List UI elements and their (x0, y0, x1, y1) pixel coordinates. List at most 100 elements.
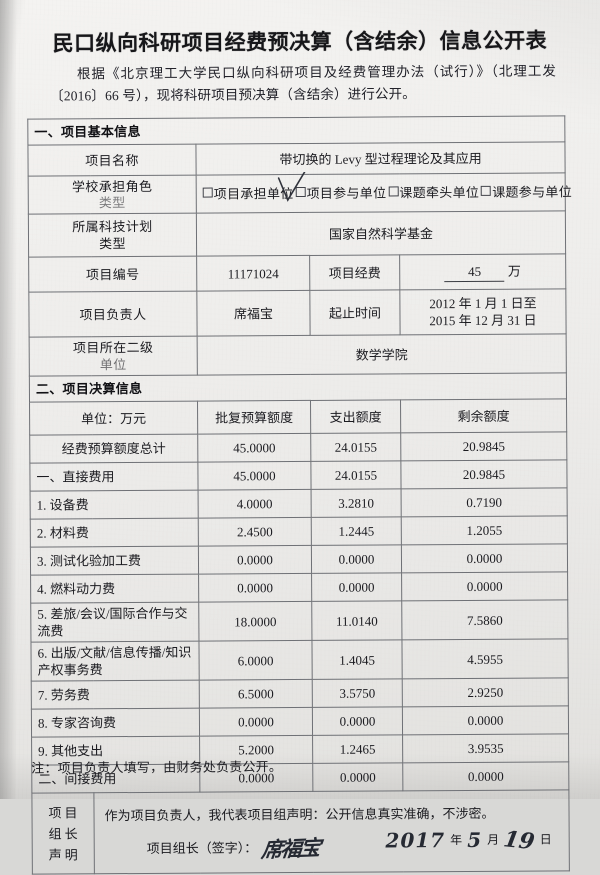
budget-row-approved: 45.0000 (197, 433, 311, 463)
project-name-label: 项目名称 (27, 144, 197, 177)
table-row: 7. 劳务费 6.5000 3.5750 2.9250 (31, 677, 569, 710)
declaration-label: 项目 组长 声明 (31, 792, 95, 875)
budget-row-label: 8. 专家咨询费 (31, 708, 200, 738)
budget-row-remaining: 20.9845 (400, 431, 567, 461)
leader-value: 席福宝 (196, 290, 311, 337)
footer-note: 注：项目负责人填写，由财务处负责公开。 (31, 759, 283, 776)
declaration-label-line3: 声明 (48, 846, 81, 863)
budget-row-spent: 0.0000 (311, 572, 402, 602)
budget-row-label: 4. 燃料动力费 (30, 574, 199, 604)
declaration-row: 项目 组长 声明 作为项目负责人，我代表项目组声明：公开信息真实准确，不涉密。 … (31, 789, 570, 875)
table-row: 一、直接费用 45.0000 24.0155 20.9845 (29, 459, 568, 492)
budget-row-remaining: 2.9250 (402, 677, 569, 707)
budget-row-approved: 6.5000 (199, 679, 313, 709)
budget-row-spent: 1.2465 (312, 734, 403, 764)
date-year-unit: 年 (450, 833, 463, 848)
table-row: 5. 差旅/会议/国际合作与交流费 18.0000 11.0140 7.5860 (30, 599, 569, 643)
date-day-unit: 日 (539, 832, 552, 847)
page-title: 民口纵向科研项目经费预决算（含结余）信息公开表 (52, 28, 548, 56)
plan-type-label-line2: 类型 (99, 236, 126, 252)
plan-type-label-line1: 所属科技计划 (72, 218, 153, 235)
budget-row-approved: 4.0000 (198, 489, 312, 519)
department-value: 数学学院 (197, 333, 567, 376)
budget-row-remaining: 20.9845 (400, 459, 568, 489)
department-label-line1: 项目所在二级 (72, 339, 154, 356)
column-header-remaining: 剩余额度 (400, 398, 567, 433)
budget-row-spent: 3.5750 (312, 678, 403, 708)
budget-row-approved: 0.0000 (199, 707, 313, 737)
period-value-line1: 2012 年 1 月 1 日至 (429, 295, 537, 312)
declaration-statement: 作为项目负责人，我代表项目组声明：公开信息真实准确，不涉密。 (104, 805, 495, 824)
budget-row-spent: 0.0000 (311, 544, 402, 574)
budget-row-approved: 45.0000 (197, 461, 312, 491)
budget-row-approved: 2.4500 (198, 517, 312, 547)
intro-paragraph: 根据《北京理工大学民口纵向科研项目及经费管理办法（试行）》（北理工发〔2016〕… (50, 63, 557, 104)
budget-row-remaining: 0.0000 (402, 705, 569, 735)
column-header-unit: 单位：万元 (29, 401, 198, 436)
checkbox-role-2[interactable] (388, 186, 399, 197)
budget-row-approved: 18.0000 (198, 601, 312, 642)
table-header-row: 单位：万元 批复预算额度 支出额度 剩余额度 (29, 398, 567, 436)
column-header-spent: 支出额度 (310, 399, 401, 434)
funding-unit: 万 (507, 263, 521, 279)
declaration-label-line2: 组长 (48, 825, 81, 842)
period-value: 2012 年 1 月 1 日至 2015 年 12 月 31 日 (399, 288, 567, 335)
budget-row-remaining: 7.5860 (401, 599, 569, 640)
project-name-value: 带切换的 Levy 型过程理论及其应用 (195, 141, 566, 176)
budget-row-remaining: 0.7190 (401, 487, 568, 517)
budget-row-spent: 0.0000 (312, 762, 403, 792)
department-label: 项目所在二级 单位 (29, 336, 198, 377)
funding-label: 项目经费 (309, 254, 400, 291)
leader-label: 项目负责人 (28, 291, 198, 338)
table-row: 二、项目决算信息 (29, 372, 567, 403)
table-row: 一、项目基本信息 (27, 115, 565, 146)
school-role-options: 项目承担单位 项目参与单位 课题牵头单位 课题参与单位 (196, 171, 572, 214)
table-row: 项目负责人 席福宝 起止时间 2012 年 1 月 1 日至 2015 年 12… (28, 288, 567, 338)
budget-row-spent: 1.2445 (311, 516, 402, 546)
budget-row-remaining: 3.9535 (402, 733, 569, 763)
date-year: 2017 (385, 828, 446, 853)
column-header-approved: 批复预算额度 (197, 400, 311, 435)
declaration-label-line1: 项目 (48, 804, 81, 821)
budget-row-label: 经费预算额度总计 (29, 434, 198, 464)
section-heading-basic: 一、项目基本信息 (27, 115, 565, 146)
date-month: 5 (467, 827, 483, 852)
table-row: 4. 燃料动力费 0.0000 0.0000 0.0000 (30, 571, 568, 604)
budget-row-approved: 0.0000 (198, 545, 312, 575)
budget-row-remaining: 0.0000 (401, 543, 568, 573)
budget-row-remaining: 4.5955 (401, 638, 569, 679)
table-row: 1. 设备费 4.0000 3.2810 0.7190 (30, 487, 568, 520)
signature-value: 席福宝 (259, 834, 320, 863)
budget-row-spent: 11.0140 (311, 600, 402, 641)
role-option-1: 项目参与单位 (306, 185, 387, 201)
date-month-unit: 月 (487, 832, 500, 847)
budget-row-spent: 1.4045 (311, 639, 403, 680)
checkbox-role-1[interactable] (295, 186, 306, 198)
budget-row-remaining: 0.0000 (401, 571, 568, 601)
funding-value-cell: 45 万 (399, 253, 566, 290)
signature-row: 项目组长（签字）： 席福宝 2017 年 5 月 19 日 (105, 826, 561, 863)
signature-label: 项目组长（签字）： (146, 840, 258, 856)
role-option-2: 课题牵头单位 (399, 184, 480, 201)
checkbox-role-3[interactable] (481, 185, 492, 196)
role-option-3: 课题参与单位 (492, 184, 573, 200)
role-option-0: 项目承担单位 (213, 186, 294, 202)
table-row: 8. 专家咨询费 0.0000 0.0000 0.0000 (31, 705, 569, 738)
signature-date: 2017 年 5 月 19 日 (385, 826, 556, 856)
budget-row-spent: 0.0000 (312, 706, 403, 736)
budget-row-label: 3. 测试化验加工费 (30, 546, 199, 576)
table-row: 2. 材料费 2.4500 1.2445 1.2055 (30, 515, 568, 548)
budget-row-label: 2. 材料费 (30, 518, 199, 548)
period-label: 起止时间 (309, 289, 401, 336)
budget-row-spent: 24.0155 (310, 432, 401, 462)
department-label-line2: 单位 (99, 357, 127, 373)
project-no-label: 项目编号 (28, 256, 197, 293)
period-value-line2: 2015 年 12 月 31 日 (429, 312, 537, 329)
budget-row-label: 1. 设备费 (30, 490, 199, 520)
declaration-body: 作为项目负责人，我代表项目组声明：公开信息真实准确，不涉密。 项目组长（签字）：… (93, 789, 570, 874)
school-role-label: 学校承担角色 类型 (28, 175, 197, 215)
checkbox-role-0[interactable] (202, 187, 213, 198)
date-day: 19 (502, 826, 537, 856)
section-heading-budget: 二、项目决算信息 (29, 372, 567, 403)
table-row: 经费预算额度总计 45.0000 24.0155 20.9845 (29, 431, 567, 464)
